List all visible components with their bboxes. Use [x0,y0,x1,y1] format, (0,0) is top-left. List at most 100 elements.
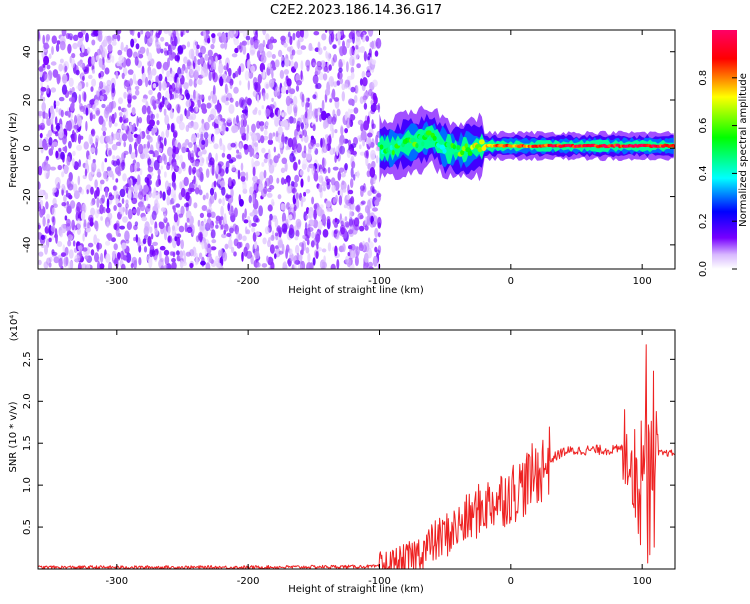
noise-speckle [252,180,257,191]
noise-speckle [375,104,380,111]
noise-speckle [48,53,52,59]
noise-speckle [83,91,87,103]
noise-speckle [204,53,209,61]
noise-speckle [118,112,123,117]
noise-speckle [146,105,151,115]
noise-speckle [133,183,139,194]
noise-speckle [269,185,275,190]
noise-speckle [235,100,239,108]
noise-speckle [121,159,126,171]
noise-speckle [371,40,375,50]
noise-speckle [373,237,378,243]
noise-speckle [105,135,111,143]
noise-speckle [226,97,229,102]
noise-speckle [362,95,368,101]
noise-speckle [315,251,319,259]
noise-speckle [213,143,219,150]
noise-speckle [169,108,174,120]
noise-speckle [350,30,356,38]
noise-speckle [238,80,242,86]
noise-speckle [171,225,176,231]
ridge-blob [442,148,447,154]
noise-speckle [166,70,171,78]
noise-speckle [277,109,281,120]
noise-speckle [198,127,205,135]
noise-speckle [147,165,154,173]
noise-speckle [102,48,108,58]
noise-speckle [372,220,377,228]
noise-speckle [177,46,184,55]
noise-speckle [66,177,71,189]
noise-speckle [192,121,199,130]
noise-speckle [102,57,105,66]
noise-speckle [370,102,377,113]
noise-speckle [172,180,176,190]
noise-speckle [131,107,136,116]
noise-speckle [115,141,121,146]
noise-speckle [221,32,227,43]
noise-speckle [51,110,55,119]
noise-speckle [50,235,55,241]
y-tick-label: 20 [22,94,33,107]
noise-speckle [353,217,360,227]
noise-speckle [344,163,348,171]
noise-speckle [311,196,315,205]
noise-speckle [44,192,49,200]
noise-speckle [179,73,182,79]
noise-speckle [82,233,85,242]
noise-speckle [311,165,316,176]
noise-speckle [308,142,314,150]
noise-speckle [347,252,351,257]
noise-speckle [265,33,270,41]
noise-speckle [238,198,244,207]
noise-speckle [74,254,81,263]
noise-speckle [105,207,111,214]
noise-speckle [171,261,177,269]
noise-speckle [285,89,289,95]
noise-speckle [313,31,320,36]
noise-speckle [136,206,141,216]
noise-speckle [240,162,244,171]
noise-speckle [126,252,132,263]
noise-speckle [326,216,331,224]
noise-speckle [129,78,134,86]
noise-speckle [167,123,170,131]
noise-speckle [336,108,341,117]
noise-speckle [164,229,167,241]
noise-speckle [296,221,302,230]
noise-speckle [242,118,247,127]
noise-speckle [195,48,199,57]
noise-speckle [233,207,238,218]
noise-speckle [185,191,190,202]
noise-speckle [78,94,82,104]
noise-speckle [262,69,266,79]
noise-speckle [61,30,67,37]
noise-speckle [338,67,343,73]
noise-speckle [279,69,285,79]
noise-speckle [247,80,250,91]
noise-speckle [65,32,71,40]
noise-speckle [147,70,153,81]
noise-speckle [72,34,79,41]
noise-speckle [163,137,167,147]
noise-speckle [155,75,159,83]
noise-speckle [53,100,57,109]
noise-speckle [112,33,119,40]
noise-speckle [365,149,369,159]
noise-speckle [71,53,76,59]
noise-speckle [245,171,249,182]
noise-speckle [221,95,228,103]
noise-speckle [147,158,152,166]
noise-speckle [61,202,67,207]
noise-speckle [76,85,81,90]
noise-speckle [153,187,157,197]
noise-speckle [300,30,304,39]
noise-speckle [312,219,319,229]
noise-speckle [312,108,319,120]
noise-speckle [206,212,212,218]
noise-speckle [321,213,326,224]
noise-speckle [254,251,260,260]
noise-speckle [270,198,275,207]
noise-speckle [160,165,163,170]
noise-speckle [77,31,84,39]
